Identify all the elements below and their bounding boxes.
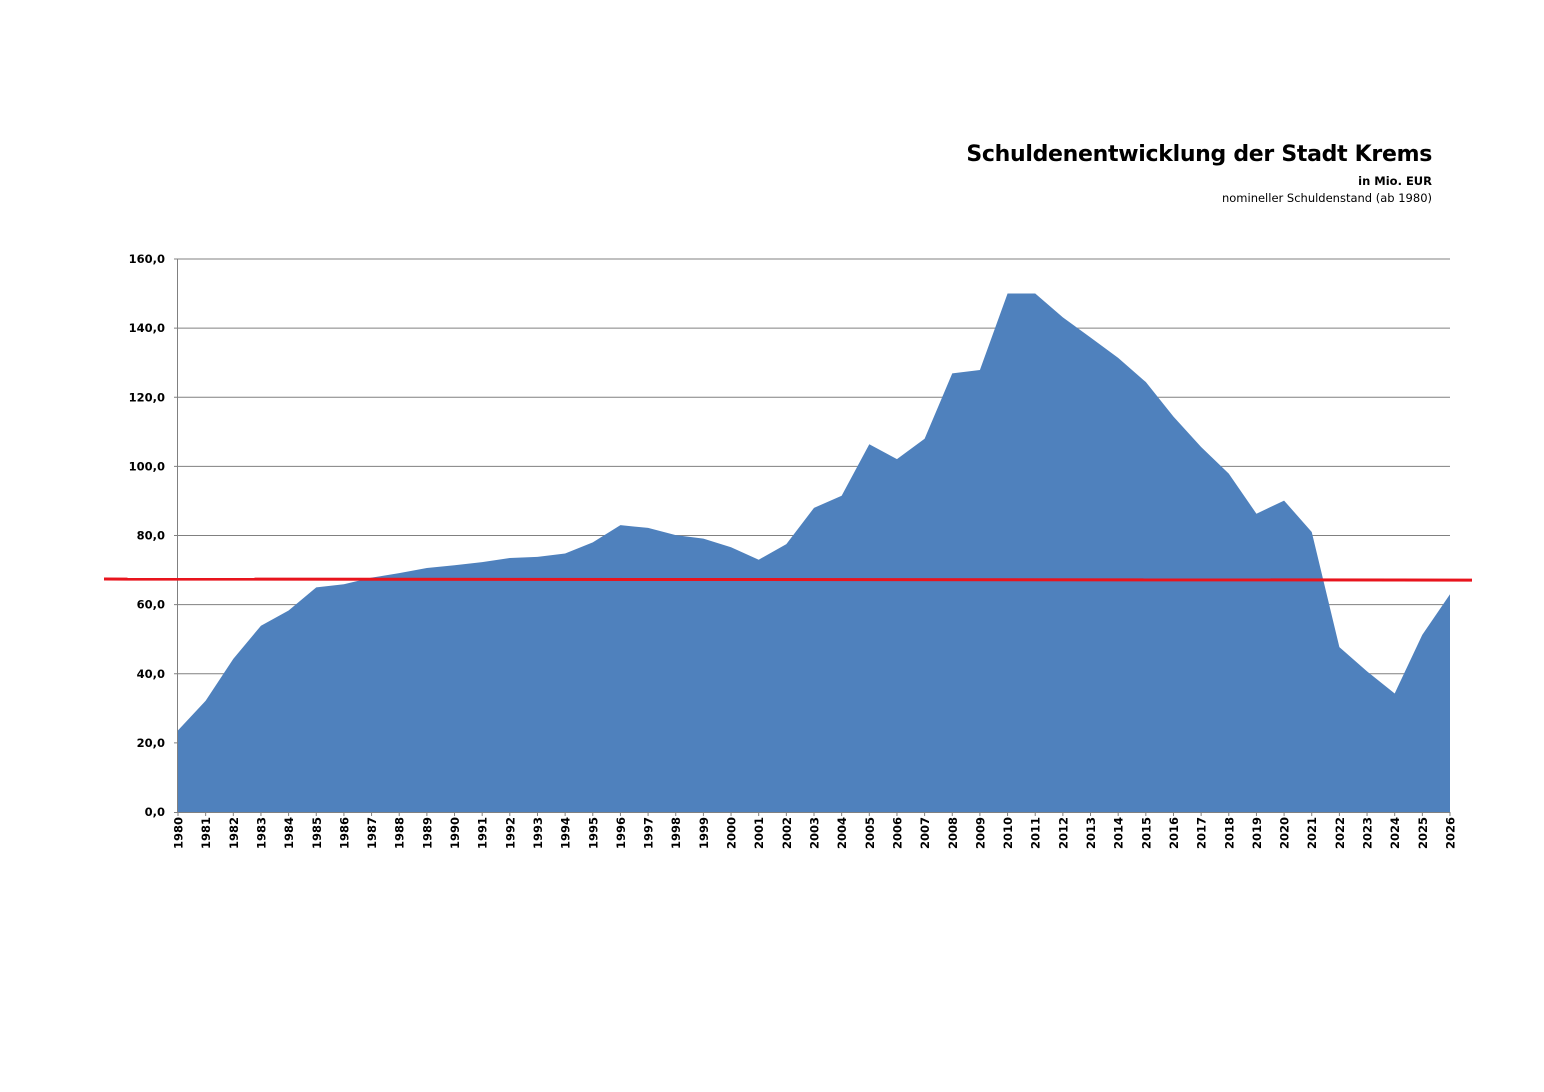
x-tick-label: 1991 — [476, 817, 490, 849]
x-tick-label: 2002 — [780, 817, 794, 849]
x-tick-label: 1980 — [172, 817, 186, 849]
y-tick-label: 120,0 — [129, 390, 165, 404]
x-tick-label: 1985 — [310, 817, 324, 849]
x-tick-label: 2019 — [1250, 817, 1264, 849]
x-tick-label: 2005 — [863, 817, 877, 849]
x-tick-label: 2003 — [808, 817, 822, 849]
x-tick-label: 2013 — [1084, 817, 1098, 849]
y-tick-label: 0,0 — [145, 805, 165, 819]
x-tick-label: 2011 — [1029, 817, 1043, 849]
x-tick-label: 2023 — [1361, 817, 1375, 849]
x-tick-label: 1995 — [586, 817, 600, 849]
x-tick-label: 1997 — [642, 817, 656, 849]
x-tick-label: 1992 — [503, 817, 517, 849]
x-tick-label: 2026 — [1444, 817, 1458, 849]
x-tick-label: 1996 — [614, 817, 628, 849]
reference-line-group — [103, 577, 1473, 582]
x-tick-label: 2018 — [1222, 817, 1236, 849]
x-tick-label: 2010 — [1001, 817, 1015, 849]
x-tick-label: 1984 — [282, 817, 296, 849]
x-tick-label: 2025 — [1416, 817, 1430, 849]
chart-note: nomineller Schuldenstand (ab 1980) — [1221, 191, 1432, 205]
x-tick-label: 2016 — [1167, 817, 1181, 849]
area-series — [178, 293, 1450, 812]
x-tick-label: 2017 — [1195, 817, 1209, 849]
x-tick-label: 1986 — [337, 817, 351, 849]
x-tick-label: 1981 — [199, 817, 213, 849]
y-axis-ticks: 0,0 20,0 40,0 60,0 80,0 100,0 120,0 140,0 160,0 — [129, 252, 165, 819]
x-tick-label: 1989 — [420, 817, 434, 849]
x-tick-label: 2014 — [1112, 817, 1126, 849]
x-tick-label: 2001 — [752, 817, 766, 849]
x-tick-label: 2007 — [918, 817, 932, 849]
x-tick-label: 1988 — [393, 817, 407, 849]
x-tick-label: 1987 — [365, 817, 379, 849]
chart-subtitle: in Mio. EUR — [1358, 174, 1432, 188]
x-tick-label: 2008 — [946, 817, 960, 849]
chart-header: Schuldenentwicklung der Stadt Krems in M… — [966, 138, 1432, 206]
x-tick-label: 2000 — [725, 817, 739, 849]
x-tick-label: 1982 — [227, 817, 241, 849]
x-tick-label: 2024 — [1388, 817, 1402, 849]
x-tick-label: 1990 — [448, 817, 462, 849]
y-tick-label: 60,0 — [137, 598, 165, 612]
x-tick-label: 1983 — [254, 817, 268, 849]
y-tick-label: 80,0 — [137, 529, 165, 543]
x-tick-label: 2004 — [835, 817, 849, 849]
y-tick-label: 160,0 — [129, 252, 165, 266]
x-tick-label: 2015 — [1139, 817, 1153, 849]
chart-title: Schuldenentwicklung der Stadt Krems — [966, 142, 1432, 167]
y-tick-label: 20,0 — [137, 736, 165, 750]
x-tick-label: 1998 — [669, 817, 683, 849]
y-tick-label: 140,0 — [129, 321, 165, 335]
reference-line — [103, 577, 1473, 582]
x-tick-label: 2020 — [1278, 817, 1292, 849]
x-tick-label: 1999 — [697, 817, 711, 849]
x-tick-label: 2021 — [1305, 817, 1319, 849]
x-tick-label: 1993 — [531, 817, 545, 849]
x-axis-ticks: 1980 1981 1982 1983 1984 1985 1986 1987 1988 1989… — [172, 812, 1458, 849]
axes — [174, 259, 1450, 813]
x-tick-label: 2012 — [1056, 817, 1070, 849]
x-tick-label: 2022 — [1333, 817, 1347, 849]
x-tick-label: 1994 — [559, 817, 573, 849]
debt-area — [178, 293, 1450, 812]
y-tick-label: 100,0 — [129, 459, 165, 473]
y-tick-label: 40,0 — [137, 667, 165, 681]
x-tick-label: 2006 — [890, 817, 904, 849]
x-tick-label: 2009 — [973, 817, 987, 849]
